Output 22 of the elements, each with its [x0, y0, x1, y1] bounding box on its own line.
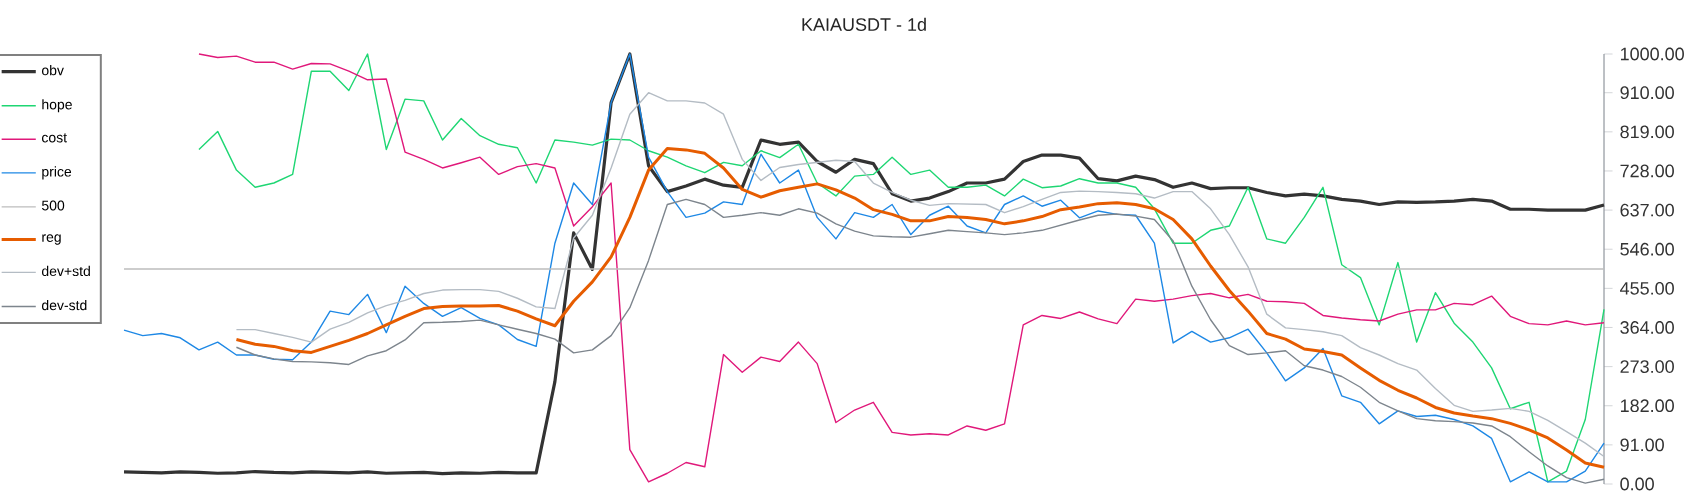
legend-label: reg	[42, 234, 61, 245]
y-tick-label: 910.00	[1620, 86, 1674, 100]
line-series	[234, 147, 1606, 469]
y-tick-label: 273.00	[1620, 360, 1674, 373]
legend-label: obv	[41, 65, 64, 76]
chart-title: KAIAUSDT - 1d	[802, 17, 926, 31]
y-tick-label: 455.00	[1620, 281, 1674, 295]
y-tick-label: 91.00	[1620, 438, 1664, 452]
y-tick-label: 364.00	[1620, 321, 1674, 334]
legend-label: 500	[41, 200, 65, 211]
y-tick-label: 728.00	[1620, 164, 1674, 178]
y-tick-label: 546.00	[1620, 242, 1674, 256]
y-tick-label: 1000.00	[1620, 47, 1684, 61]
y-tick-label: 637.00	[1620, 203, 1674, 217]
legend-label: price	[42, 166, 72, 180]
legend-label: dev+std	[41, 265, 90, 277]
y-tick-label: 0.00	[1620, 477, 1654, 491]
y-tick-label: 182.00	[1620, 399, 1674, 413]
legend-label: dev-std	[41, 299, 87, 311]
legend-label: cost	[41, 133, 67, 143]
y-tick-label: 819.00	[1620, 125, 1674, 139]
legend-label: hope	[42, 99, 72, 113]
